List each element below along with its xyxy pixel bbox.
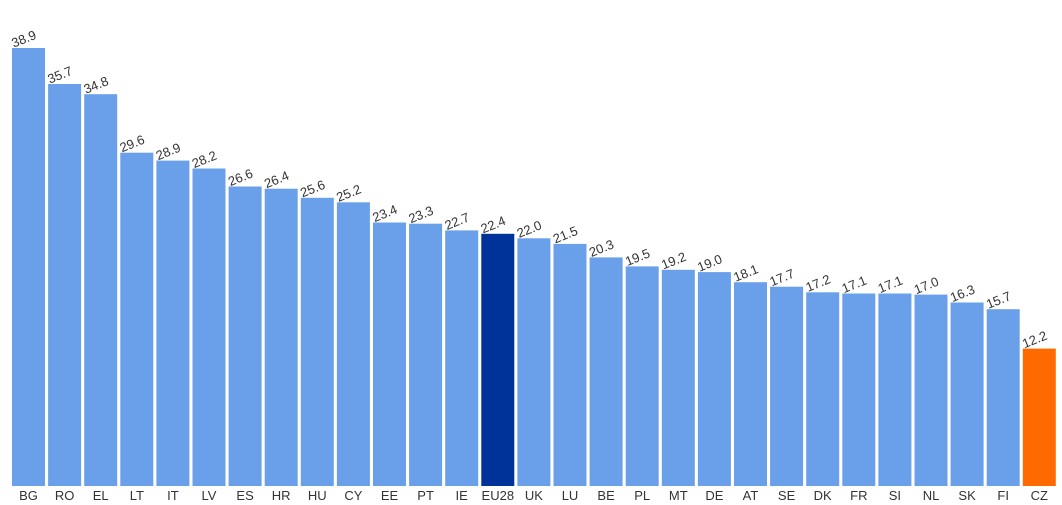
value-label-fr: 17.1 — [840, 273, 869, 296]
bar-si — [878, 293, 912, 486]
value-label-fi: 15.7 — [984, 288, 1013, 311]
x-tick-ie: IE — [456, 488, 469, 503]
bar-es — [228, 186, 262, 486]
bar-pl — [625, 266, 659, 486]
value-label-es: 26.6 — [226, 166, 255, 189]
bar-cy — [336, 202, 370, 487]
x-tick-lv: LV — [202, 488, 217, 503]
x-tick-cy: CY — [344, 488, 362, 503]
x-tick-be: BE — [597, 488, 615, 503]
x-tick-sk: SK — [958, 488, 976, 503]
value-label-hu: 25.6 — [298, 177, 327, 200]
x-tick-at: AT — [743, 488, 759, 503]
value-label-el: 34.8 — [81, 73, 110, 96]
bar-fi — [986, 309, 1020, 486]
bar-lu — [553, 243, 587, 486]
bar-lt — [120, 152, 154, 486]
x-tick-lu: LU — [562, 488, 579, 503]
bar-de — [697, 272, 731, 486]
bar-pt — [409, 223, 443, 486]
value-label-be: 20.3 — [587, 237, 616, 260]
bar-be — [589, 257, 623, 486]
bar-sk — [950, 302, 984, 486]
bar-dk — [806, 292, 840, 486]
x-tick-fr: FR — [850, 488, 867, 503]
bar-cz — [1022, 348, 1056, 486]
bars-group — [12, 48, 1056, 487]
value-label-cz: 12.2 — [1020, 328, 1049, 351]
value-label-lv: 28.2 — [190, 148, 219, 171]
value-label-pl: 19.5 — [623, 246, 652, 269]
value-label-se: 17.7 — [767, 266, 796, 289]
value-label-uk: 22.0 — [515, 217, 544, 240]
value-label-dk: 17.2 — [803, 271, 832, 294]
x-tick-nl: NL — [923, 488, 940, 503]
bar-nl — [914, 294, 948, 486]
x-tick-pt: PT — [417, 488, 434, 503]
bar-bg — [12, 48, 45, 486]
bar-ro — [48, 84, 82, 486]
value-label-ie: 22.7 — [442, 210, 471, 233]
x-tick-se: SE — [778, 488, 796, 503]
value-label-ee: 23.4 — [370, 202, 399, 225]
x-tick-eu28: EU28 — [482, 488, 515, 503]
x-tick-hu: HU — [308, 488, 327, 503]
value-label-lt: 29.6 — [118, 132, 147, 155]
value-labels-group: 38.9 35.7 34.8 29.6 28.9 28.2 26.6 26.4 25.6 25.2… — [9, 27, 1049, 351]
value-label-hr: 26.4 — [262, 168, 291, 191]
value-label-de: 19.0 — [695, 251, 724, 274]
value-label-cy: 25.2 — [334, 181, 363, 204]
value-label-eu28: 22.4 — [479, 213, 508, 236]
bar-at — [734, 282, 767, 486]
x-tick-it: IT — [167, 488, 179, 503]
bar-se — [770, 286, 804, 486]
x-tick-labels-group: BG RO EL LT IT LV ES HR HU CY EE PT IE EU28 UK LU BE PL MT… — [19, 488, 1048, 503]
value-label-it: 28.9 — [154, 140, 183, 163]
bar-eu28 — [481, 233, 515, 486]
bar-el — [84, 94, 118, 486]
bar-mt — [661, 269, 695, 486]
x-tick-hr: HR — [272, 488, 291, 503]
value-label-mt: 19.2 — [659, 249, 688, 272]
value-label-at: 18.1 — [731, 261, 760, 284]
bar-hr — [264, 188, 298, 486]
value-label-si: 17.1 — [876, 273, 905, 296]
bar-ee — [373, 222, 406, 486]
bar-hu — [300, 197, 334, 487]
value-label-lu: 21.5 — [551, 223, 580, 246]
value-label-nl: 17.0 — [912, 274, 941, 297]
x-tick-fi: FI — [997, 488, 1009, 503]
x-tick-dk: DK — [814, 488, 832, 503]
x-tick-uk: UK — [525, 488, 543, 503]
x-tick-pl: PL — [634, 488, 650, 503]
value-label-pt: 23.3 — [406, 203, 435, 226]
x-tick-de: DE — [705, 488, 723, 503]
value-label-bg: 38.9 — [9, 27, 38, 50]
x-tick-ee: EE — [381, 488, 399, 503]
value-label-sk: 16.3 — [948, 282, 977, 305]
bar-lv — [192, 168, 226, 486]
x-tick-mt: MT — [669, 488, 688, 503]
x-tick-si: SI — [889, 488, 901, 503]
x-tick-ro: RO — [55, 488, 75, 503]
bar-uk — [517, 238, 551, 486]
bar-ie — [445, 230, 479, 486]
x-tick-cz: CZ — [1031, 488, 1048, 503]
x-tick-es: ES — [236, 488, 254, 503]
x-tick-el: EL — [93, 488, 109, 503]
bar-it — [156, 160, 190, 486]
x-tick-bg: BG — [19, 488, 38, 503]
x-tick-lt: LT — [130, 488, 144, 503]
bar-fr — [842, 293, 876, 486]
value-label-ro: 35.7 — [45, 63, 74, 86]
